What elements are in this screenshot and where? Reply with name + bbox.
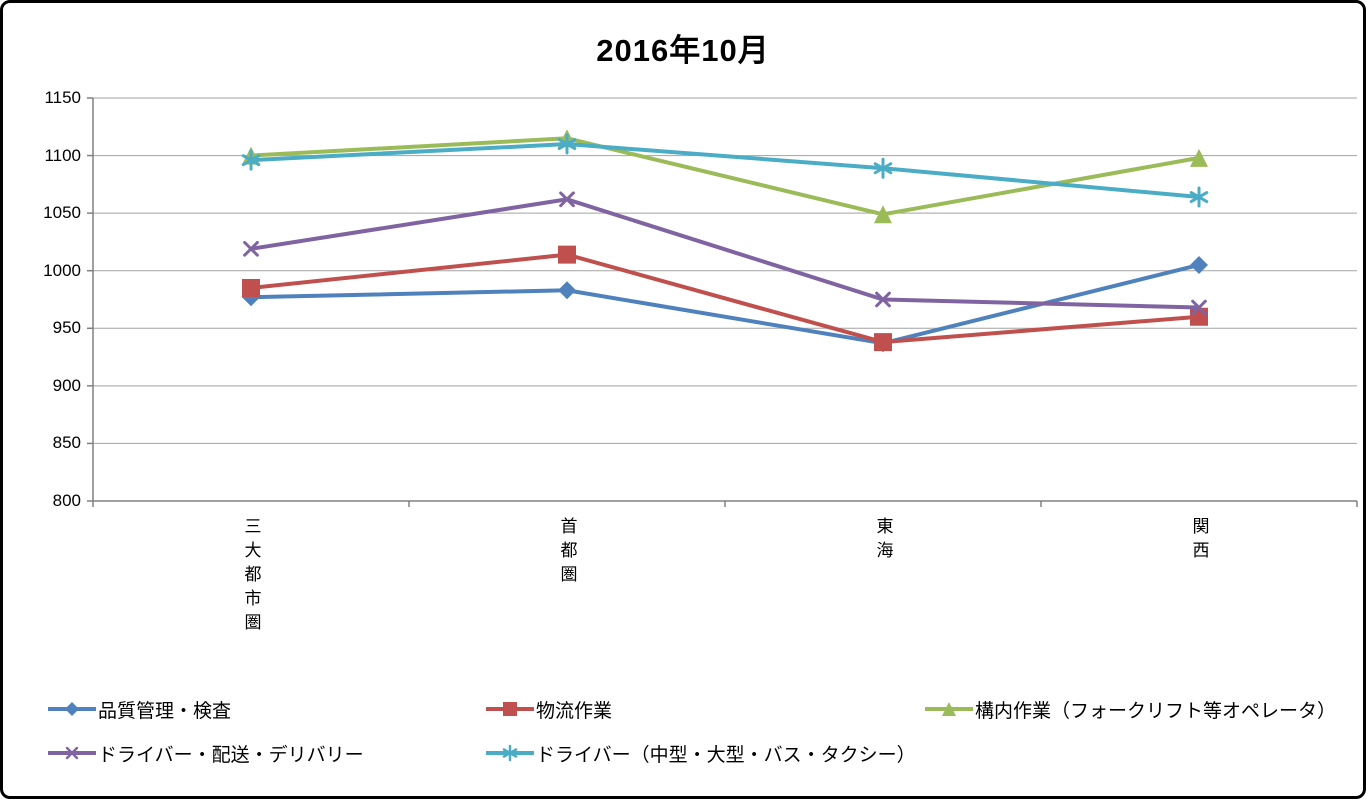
x-category-label: 首都圏 xyxy=(557,517,577,589)
x-category-label: 関西 xyxy=(1189,517,1209,565)
y-tick-label: 1150 xyxy=(44,88,81,107)
asterisk-marker-icon xyxy=(502,744,518,762)
diamond-marker-icon xyxy=(558,281,576,300)
triangle-marker-icon xyxy=(942,702,956,716)
legend-item: ドライバー（中型・大型・バス・タクシー） xyxy=(486,741,916,766)
legend-item: 構内作業（フォークリフト等オペレータ） xyxy=(925,697,1337,722)
square-legend-marker-icon xyxy=(486,702,534,716)
y-tick-label: 950 xyxy=(52,318,81,338)
plot-area xyxy=(87,97,1358,507)
asterisk-marker-icon xyxy=(557,133,577,155)
chart-title: 2016年10月 xyxy=(596,33,770,68)
x-marker-icon xyxy=(243,240,259,257)
triangle-marker-icon xyxy=(874,205,892,224)
y-tick-label: 800 xyxy=(52,491,81,510)
asterisk-marker-icon xyxy=(873,157,893,179)
series-構内作業（フォークリフト等オペレータ） xyxy=(242,129,1208,224)
triangle-legend-marker-icon xyxy=(925,702,973,716)
series-line xyxy=(250,142,1200,200)
series-line xyxy=(250,252,1200,345)
square-marker-icon xyxy=(1190,307,1208,326)
x-marker-icon xyxy=(1191,299,1207,316)
x-marker-icon xyxy=(875,291,891,308)
x-marker-icon xyxy=(65,746,79,760)
diamond-legend-marker-icon xyxy=(48,702,96,716)
legend-label: ドライバー・配送・デリバリー xyxy=(98,744,364,766)
x-category-label: 東海 xyxy=(873,517,893,565)
series-line xyxy=(250,197,1200,310)
legend-label: 品質管理・検査 xyxy=(98,700,232,722)
y-tick-label: 900 xyxy=(52,375,81,395)
legend-label: ドライバー（中型・大型・バス・タクシー） xyxy=(536,744,916,766)
legend-item: 物流作業 xyxy=(486,697,613,722)
asterisk-marker-icon xyxy=(1189,186,1209,208)
legend-label: 物流作業 xyxy=(536,700,613,722)
asterisk-legend-marker-icon xyxy=(486,744,534,762)
triangle-marker-icon xyxy=(1190,148,1208,167)
series-ドライバー・配送・デリバリー xyxy=(243,191,1207,316)
diamond-marker-icon xyxy=(1190,255,1208,274)
series-line xyxy=(250,136,1200,217)
diamond-marker-icon xyxy=(65,702,79,716)
y-tick-label: 1100 xyxy=(44,145,81,165)
square-marker-icon xyxy=(503,702,517,716)
x-marker-icon xyxy=(559,191,575,208)
asterisk-marker-icon xyxy=(241,149,261,171)
square-marker-icon xyxy=(242,278,260,297)
y-tick-label: 1050 xyxy=(43,203,81,223)
y-tick-label: 850 xyxy=(52,433,81,453)
legend-item: ドライバー・配送・デリバリー xyxy=(48,741,364,766)
square-marker-icon xyxy=(874,333,892,352)
y-tick-label: 1000 xyxy=(43,260,81,280)
series-ドライバー（中型・大型・バス・タクシー） xyxy=(241,133,1209,208)
x-legend-marker-icon xyxy=(48,746,96,760)
square-marker-icon xyxy=(558,245,576,264)
legend-item: 品質管理・検査 xyxy=(48,697,232,722)
x-category-label: 三大都市圏 xyxy=(241,517,261,637)
legend-label: 構内作業（フォークリフト等オペレータ） xyxy=(975,700,1337,722)
